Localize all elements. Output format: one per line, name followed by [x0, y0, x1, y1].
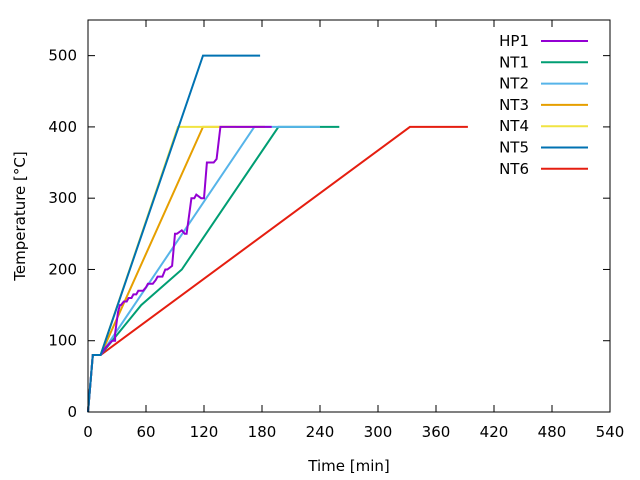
series-line-nt5	[87, 54, 261, 413]
x-tick-label: 360	[422, 423, 451, 441]
series-line-nt3	[87, 125, 265, 413]
x-tick-label: 480	[538, 423, 567, 441]
y-tick-label: 0	[67, 403, 77, 421]
x-tick-label: 60	[136, 423, 155, 441]
series-line-nt1	[87, 125, 340, 413]
x-tick-label: 180	[248, 423, 277, 441]
legend-label-nt6: NT6	[499, 160, 529, 178]
y-tick-label: 100	[48, 332, 77, 350]
x-tick-label: 420	[480, 423, 509, 441]
x-tick-label: 540	[596, 423, 625, 441]
y-tick-label: 500	[48, 47, 77, 65]
y-tick-label: 400	[48, 118, 77, 136]
series-line-nt6	[87, 125, 468, 413]
legend-label-nt2: NT2	[499, 75, 529, 93]
legend: HP1 NT1 NT2 NT3 NT4 NT5 NT6	[499, 32, 588, 178]
legend-label-nt4: NT4	[499, 117, 529, 135]
series-line-nt2	[87, 125, 320, 413]
x-tick-label: 120	[190, 423, 219, 441]
x-tick-label: 0	[83, 423, 93, 441]
plot-area	[87, 54, 468, 413]
legend-label-nt3: NT3	[499, 96, 529, 114]
x-axis-label: Time [min]	[307, 457, 389, 475]
x-tick-label: 240	[306, 423, 335, 441]
legend-label-nt5: NT5	[499, 139, 529, 157]
series-line-hp1	[87, 125, 272, 413]
y-tick-label: 200	[48, 260, 77, 278]
series-line-nt4	[87, 125, 236, 413]
y-axis-label: Temperature [°C]	[11, 151, 29, 281]
legend-label-nt1: NT1	[499, 53, 529, 71]
legend-label-hp1: HP1	[499, 32, 529, 50]
x-tick-label: 300	[364, 423, 393, 441]
plot-frame	[87, 19, 611, 413]
axis-ticks: 0 60 120 180 240 300 360 420 480 540 0 100 200 300 400…	[48, 20, 624, 441]
y-tick-label: 300	[48, 189, 77, 207]
